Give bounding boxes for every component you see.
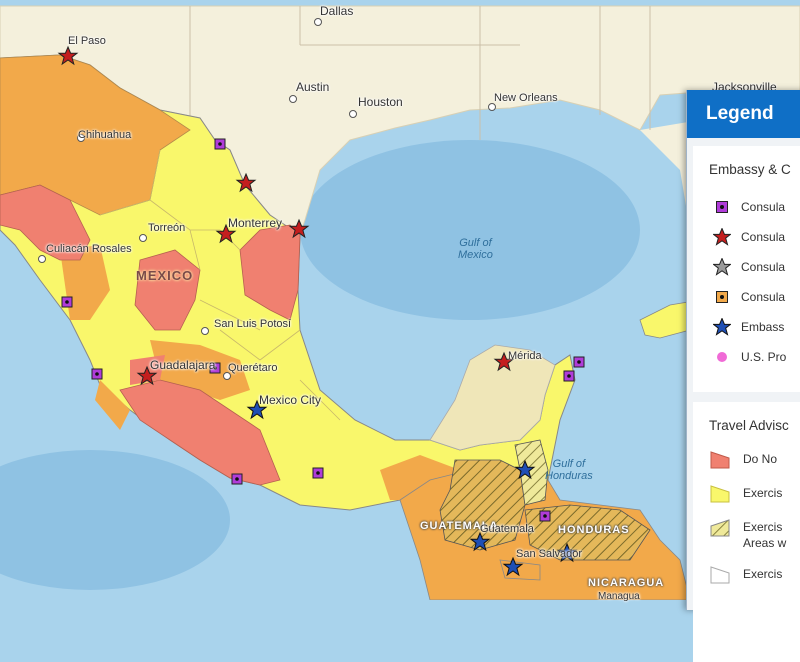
city-label-managua: Managua (598, 591, 640, 602)
legend-item-consulate-red-star: Consula (709, 222, 800, 252)
city-label-monterrey: Monterrey (228, 216, 283, 230)
white-polygon-swatch-icon (710, 566, 730, 584)
legend-item-consulate-orange: Consula (709, 282, 800, 312)
country-label-guatemala: GUATEMALA (420, 520, 499, 532)
city-label-merida: Mérida (508, 350, 542, 362)
city-label-san-salvador: San Salvador (516, 548, 583, 560)
legend-item-consulate: Consula (709, 192, 800, 222)
star-mexico-city (246, 399, 268, 420)
legend-label: Exercis Areas w (743, 520, 787, 550)
star-nuevo-laredo (235, 172, 257, 193)
gray-star-icon (709, 258, 735, 276)
legend-item-us-presence: U.S. Pro (709, 342, 800, 372)
legend-label: Consula (741, 230, 786, 244)
embassy-stars (246, 399, 578, 577)
sea-label-gulf-of-honduras: Gulf of Honduras (545, 458, 593, 482)
city-label-torreon: Torreón (148, 222, 186, 234)
red-star-icon (709, 228, 735, 246)
legend-section-facilities: Embassy & C Consula Consula Consula Cons… (693, 146, 800, 392)
city-label-houston: Houston (358, 95, 403, 109)
blue-star-icon (709, 318, 735, 336)
yellow-polygon-swatch-icon (710, 485, 730, 503)
legend-label: U.S. Pro (741, 350, 787, 364)
city-label-guadalajara: Guadalajara (150, 358, 216, 372)
star-monterrey (215, 223, 237, 244)
country-label-nicaragua: NICARAGUA (588, 577, 665, 589)
city-label-san-luis-potosi: San Luis Potosí (214, 318, 292, 330)
star-san-salvador (502, 556, 524, 577)
country-label-honduras: HONDURAS (558, 524, 630, 536)
legend-item-consulate-gray-star: Consula (709, 252, 800, 282)
legend-section-advisory: Travel Advisc Do No Exercis Exercis Area… (693, 402, 800, 662)
star-belmopan (514, 459, 536, 480)
city-label-guatemala-city: Guatemala (480, 523, 534, 535)
legend-title[interactable]: Legend (687, 90, 800, 138)
legend-label: Consula (741, 200, 786, 214)
section-title-facilities: Embassy & C (709, 162, 791, 177)
city-label-new-orleans: New Orleans (494, 92, 558, 104)
star-guadalajara (136, 365, 158, 386)
country-label-mexico: MEXICO (136, 268, 194, 283)
map-canvas[interactable] (0, 0, 800, 600)
legend-item-exercise-normal: Exercis (709, 563, 800, 585)
red-polygon-swatch-icon (710, 451, 730, 469)
orange-square-icon (709, 291, 735, 303)
city-label-dallas: Dallas (320, 4, 354, 18)
legend-label: Consula (741, 290, 786, 304)
legend-panel[interactable]: Legend Embassy & C Consula Consula Consu… (686, 90, 800, 662)
do-not-travel-tamaulipas (239, 224, 301, 321)
city-label-el-paso: El Paso (68, 35, 106, 47)
sea-label-gulf-of-mexico: Gulf of Mexico (458, 237, 493, 261)
consulate-stars-red (57, 45, 515, 386)
city-label-chihuahua: Chihuahua (78, 129, 132, 141)
legend-label: Consula (741, 260, 786, 274)
city-label-queretaro: Querétaro (228, 362, 278, 374)
star-guatemala (469, 531, 491, 552)
section-title-advisory: Travel Advisc (709, 418, 789, 433)
legend-label: Exercis (743, 486, 783, 500)
honduras-hatched (524, 504, 651, 561)
do-not-travel-zacatecas (134, 249, 201, 331)
legend-item-exercise-increased: Exercis (709, 482, 800, 504)
star-merida (493, 351, 515, 372)
city-label-austin: Austin (296, 80, 330, 94)
star-tegucigalpa (556, 542, 578, 563)
legend-body: Embassy & C Consula Consula Consula Cons… (687, 138, 800, 662)
legend-label: Exercis (743, 567, 783, 581)
legend-item-embassy: Embass (709, 312, 800, 342)
star-el-paso (57, 45, 79, 66)
legend-item-do-not-travel: Do No (709, 448, 800, 470)
legend-label: Do No (743, 452, 778, 466)
city-label-mexico-city: Mexico City (259, 393, 322, 407)
city-label-culiacan: Culiacán Rosales (46, 243, 132, 255)
do-not-travel-michoacan-guerrero (119, 379, 281, 486)
hatched-polygon-swatch-icon (710, 519, 730, 537)
do-not-travel-sinaloa (0, 184, 91, 261)
consulate-square-icon (709, 201, 735, 213)
legend-item-exercise-areas: Exercis Areas w (709, 516, 800, 551)
pink-dot-icon (709, 352, 735, 362)
guatemala-hatched (439, 459, 526, 551)
gulf-deep-water (300, 140, 640, 320)
legend-label: Embass (741, 320, 785, 334)
star-matamoros (288, 218, 310, 239)
